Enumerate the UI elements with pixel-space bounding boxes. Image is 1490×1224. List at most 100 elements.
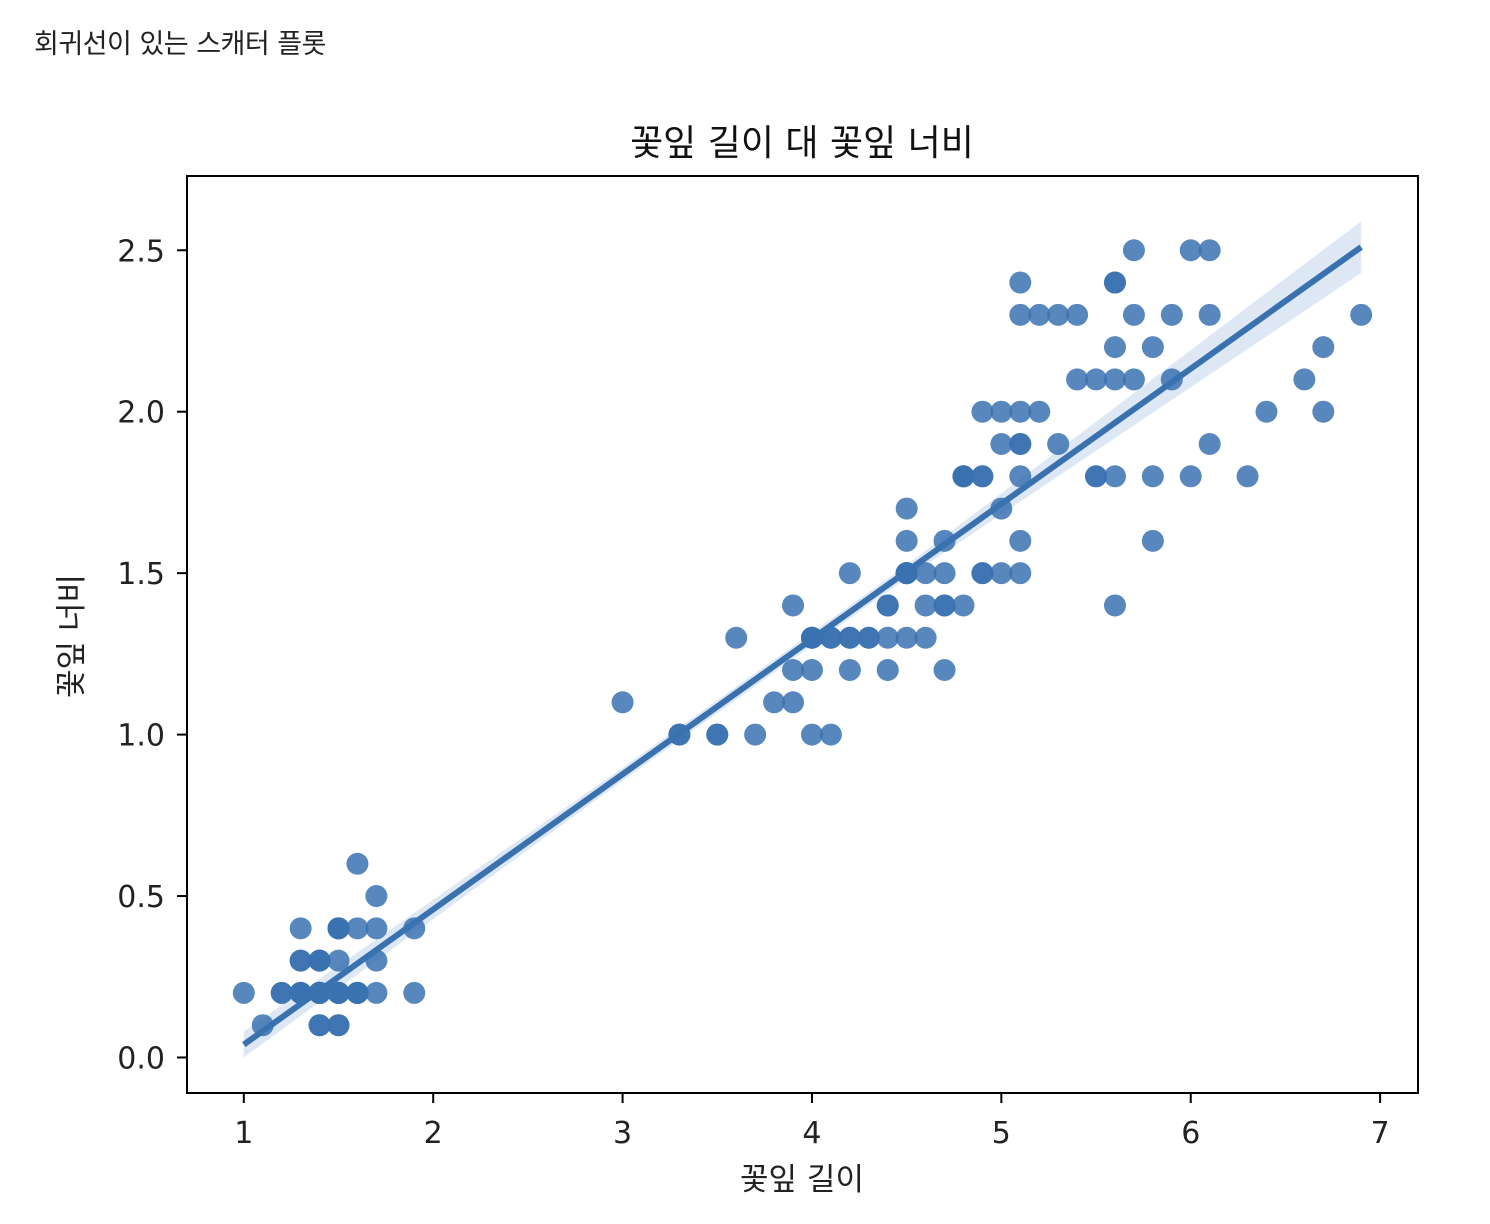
data-point — [251, 1014, 274, 1037]
x-tick-label: 5 — [992, 1116, 1011, 1151]
data-point — [365, 949, 388, 972]
data-point — [1009, 529, 1032, 552]
data-point — [1198, 239, 1221, 262]
data-point — [933, 594, 956, 617]
y-tick-label: 2.0 — [117, 396, 165, 431]
data-point — [1198, 303, 1221, 326]
data-point — [327, 1014, 350, 1037]
data-point — [952, 594, 975, 617]
data-point — [914, 626, 937, 649]
y-axis-ticks: 0.0 0.5 1.0 1.5 2.0 2.5 — [117, 234, 187, 1076]
data-point — [800, 626, 823, 649]
data-point — [971, 562, 994, 585]
data-point — [971, 465, 994, 488]
data-point — [270, 981, 293, 1004]
data-point — [1085, 465, 1108, 488]
data-point — [1122, 239, 1145, 262]
data-point — [1009, 400, 1032, 423]
y-tick-label: 1.5 — [117, 557, 165, 592]
x-axis-label: 꽃잎 길이 — [740, 1162, 864, 1198]
data-point — [838, 562, 861, 585]
data-point — [1085, 368, 1108, 391]
data-point — [289, 949, 312, 972]
x-tick-label: 3 — [613, 1116, 632, 1151]
data-point — [1009, 432, 1032, 455]
data-point — [1103, 271, 1126, 294]
data-point — [289, 917, 312, 940]
data-point — [876, 626, 899, 649]
data-point — [1103, 368, 1126, 391]
data-point — [895, 497, 918, 520]
data-point — [365, 981, 388, 1004]
data-point — [990, 497, 1013, 520]
data-point — [365, 917, 388, 940]
data-point — [971, 400, 994, 423]
y-tick-label: 2.5 — [117, 234, 165, 269]
data-point — [232, 981, 255, 1004]
data-point — [838, 626, 861, 649]
data-point — [895, 626, 918, 649]
data-point — [403, 917, 426, 940]
chart-title: 꽃잎 길이 대 꽃잎 너비 — [630, 123, 974, 164]
data-point — [800, 659, 823, 682]
data-point — [706, 723, 729, 746]
data-point — [403, 981, 426, 1004]
data-point — [1009, 271, 1032, 294]
data-point — [1122, 303, 1145, 326]
data-point — [346, 917, 369, 940]
x-tick-label: 1 — [234, 1116, 253, 1151]
data-point — [346, 981, 369, 1004]
data-point — [763, 691, 786, 714]
data-point — [1160, 303, 1183, 326]
data-point — [990, 562, 1013, 585]
data-point — [365, 885, 388, 908]
data-point — [1293, 368, 1316, 391]
data-point — [308, 981, 331, 1004]
data-point — [744, 723, 767, 746]
data-point — [1141, 336, 1164, 359]
x-tick-label: 2 — [424, 1116, 443, 1151]
data-point — [933, 659, 956, 682]
data-point — [914, 562, 937, 585]
x-tick-label: 4 — [802, 1116, 821, 1151]
data-point — [876, 594, 899, 617]
x-axis-ticks: 1 2 3 4 5 6 7 — [234, 1093, 1390, 1151]
data-point — [308, 1014, 331, 1037]
data-point — [289, 981, 312, 1004]
data-point — [1103, 465, 1126, 488]
plot-frame — [186, 175, 1419, 1094]
data-point — [1312, 336, 1335, 359]
data-point — [308, 949, 331, 972]
data-point — [327, 949, 350, 972]
data-point — [1350, 303, 1373, 326]
data-point — [1141, 529, 1164, 552]
data-point — [1160, 368, 1183, 391]
data-point — [1236, 465, 1259, 488]
data-point — [327, 981, 350, 1004]
data-point — [782, 659, 805, 682]
data-point — [1312, 400, 1335, 423]
data-point — [914, 594, 937, 617]
data-point — [327, 917, 350, 940]
data-point — [1047, 432, 1070, 455]
data-point — [782, 594, 805, 617]
x-tick-label: 6 — [1181, 1116, 1200, 1151]
data-point — [1122, 368, 1145, 391]
y-tick-label: 0.5 — [117, 880, 165, 915]
data-point — [1066, 368, 1089, 391]
data-point — [611, 691, 634, 714]
page-caption: 회귀선이 있는 스캐터 플롯 — [34, 29, 327, 60]
data-point — [952, 465, 975, 488]
data-point — [876, 659, 899, 682]
data-point — [1028, 400, 1051, 423]
data-point — [1179, 239, 1202, 262]
data-point — [1103, 336, 1126, 359]
data-point — [1009, 465, 1032, 488]
data-point — [1047, 303, 1070, 326]
data-point — [819, 723, 842, 746]
data-point — [1255, 400, 1278, 423]
x-tick-label: 7 — [1371, 1116, 1390, 1151]
data-point — [857, 626, 880, 649]
data-point — [838, 659, 861, 682]
